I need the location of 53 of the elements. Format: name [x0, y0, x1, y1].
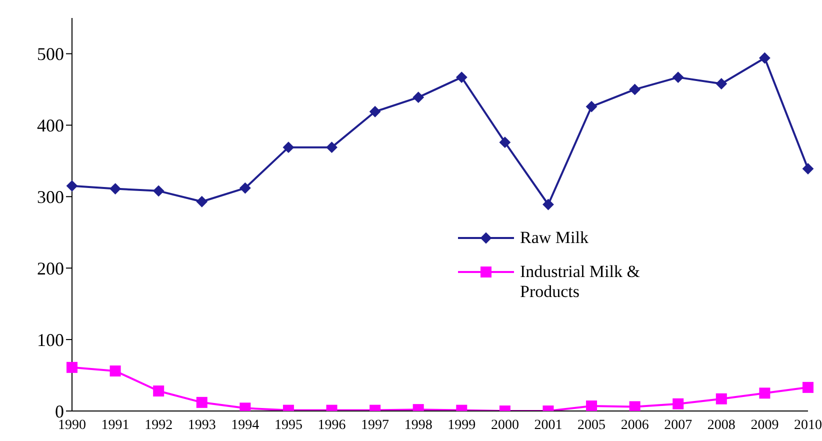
- point: [412, 92, 424, 103]
- point: [802, 163, 814, 174]
- point: [456, 72, 468, 83]
- x-tick-label: 2007: [664, 418, 692, 433]
- y-tick-label: 400: [37, 116, 64, 136]
- point: [759, 52, 770, 64]
- x-tick-label: 1997: [361, 418, 390, 433]
- x-tick-label: 2008: [707, 418, 736, 433]
- point: [196, 196, 208, 208]
- point: [282, 142, 294, 153]
- legend-label: Raw Milk: [520, 228, 588, 248]
- point: [542, 198, 554, 210]
- point: [110, 365, 121, 376]
- point: [153, 385, 164, 396]
- x-tick-label: 2005: [578, 418, 606, 433]
- point: [240, 182, 251, 194]
- point: [802, 382, 814, 393]
- x-tick-label: 1998: [404, 418, 432, 433]
- y-tick-label: 200: [37, 258, 64, 278]
- point: [759, 388, 770, 399]
- point: [629, 84, 640, 95]
- y-tick-label: 100: [37, 330, 64, 350]
- point: [326, 142, 338, 153]
- x-tick-label: 1999: [448, 418, 476, 433]
- point: [586, 400, 598, 411]
- point: [66, 362, 78, 373]
- point: [196, 396, 208, 408]
- x-tick-label: 1992: [144, 418, 173, 433]
- point: [716, 78, 727, 90]
- point: [66, 180, 78, 192]
- point: [153, 185, 164, 196]
- x-tick-label: 1991: [101, 418, 130, 433]
- x-tick-label: 2001: [534, 418, 562, 433]
- x-tick-label: 1993: [188, 418, 216, 433]
- point: [370, 106, 381, 118]
- point: [110, 183, 121, 194]
- y-tick-label: 300: [37, 187, 64, 208]
- x-tick-label: 2010: [794, 418, 822, 433]
- x-tick-label: 1994: [231, 418, 260, 433]
- x-tick-label: 1995: [274, 418, 302, 433]
- point: [672, 72, 684, 83]
- point: [586, 101, 598, 112]
- x-tick-label: 1996: [318, 418, 346, 433]
- x-tick-label: 1990: [58, 418, 86, 433]
- point: [629, 401, 640, 411]
- x-tick-label: 2000: [490, 418, 519, 433]
- point: [672, 398, 684, 410]
- x-tick-label: 2009: [750, 418, 779, 433]
- point: [499, 136, 510, 148]
- y-tick-label: 500: [37, 44, 64, 64]
- legend-label: Industrial Milk & Products: [520, 262, 641, 302]
- point: [716, 393, 727, 404]
- x-tick-label: 2006: [620, 418, 649, 433]
